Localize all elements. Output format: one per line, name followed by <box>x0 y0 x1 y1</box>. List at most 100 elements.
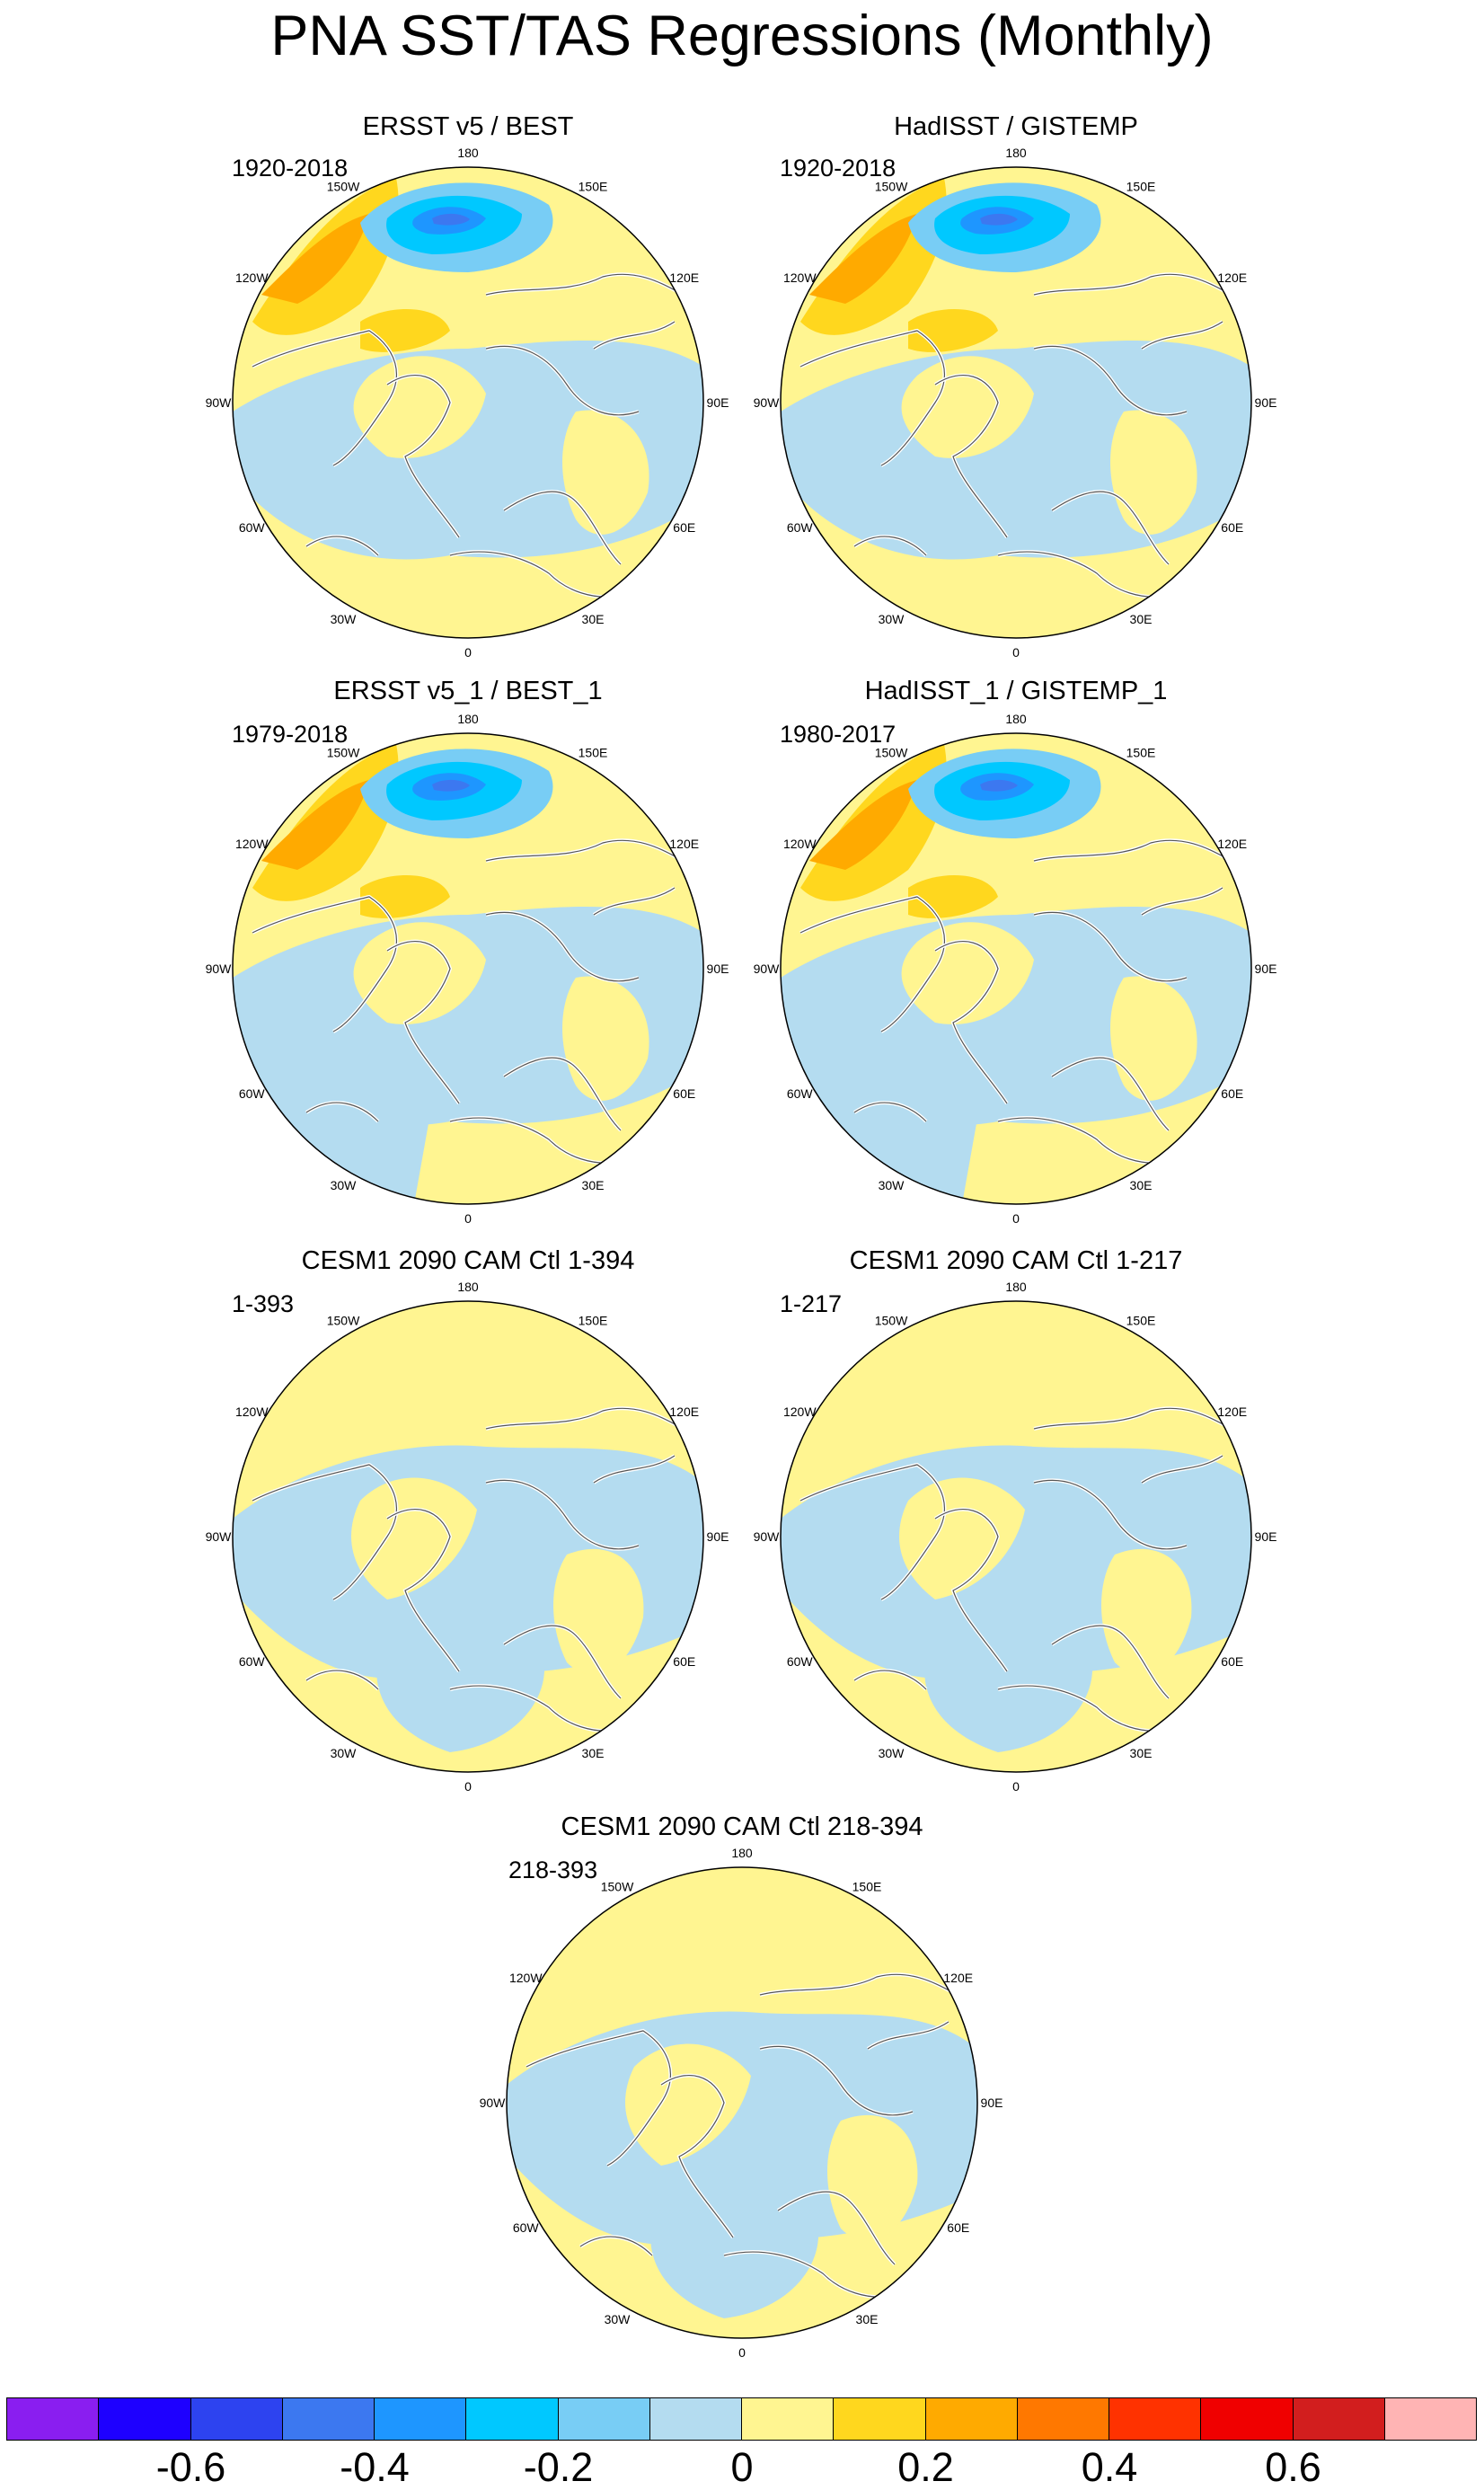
longitude-label: 60E <box>673 1086 695 1101</box>
longitude-label: 150E <box>579 179 608 193</box>
coastline <box>485 273 685 296</box>
coastline <box>1141 887 1223 916</box>
anomaly-region <box>432 213 470 226</box>
coastline <box>934 375 1008 538</box>
panel-period: 1980-2017 <box>780 721 897 748</box>
longitude-label: 120W <box>509 1971 543 1985</box>
longitude-label: 150W <box>327 179 360 193</box>
longitude-label: 120E <box>669 1405 699 1419</box>
longitude-label: 120E <box>669 837 699 851</box>
panel-title: HadISST_1 / GISTEMP_1 <box>864 677 1168 705</box>
anomaly-region <box>827 2114 918 2241</box>
panel-title: CESM1 2090 CAM Ctl 218-394 <box>561 1812 923 1841</box>
coastline <box>799 896 945 1032</box>
longitude-label: 30E <box>582 1746 605 1760</box>
anomaly-region <box>1110 410 1197 535</box>
colorbar-box <box>1383 2397 1477 2441</box>
coastline <box>252 330 397 466</box>
coastline <box>485 839 685 862</box>
longitude-label: 30W <box>879 612 905 626</box>
map-border <box>506 1866 978 2339</box>
longitude-label: 120W <box>783 1405 817 1419</box>
polar-map: 180 150E 120E 90E 60E 30E 0 30W 60W 90W 120W 150W <box>206 146 729 660</box>
longitude-label: 150W <box>875 179 908 193</box>
coastline <box>759 2045 914 2116</box>
anomaly-region <box>562 976 649 1101</box>
longitude-label: 0 <box>464 1779 472 1794</box>
longitude-label: 180 <box>1005 146 1027 160</box>
coastline <box>1033 273 1232 296</box>
longitude-label: 90W <box>206 395 233 410</box>
longitude-label: 30W <box>605 2312 632 2326</box>
coastline <box>252 1464 397 1600</box>
longitude-label: 120W <box>235 270 269 285</box>
longitude-label: 30W <box>879 1178 905 1192</box>
longitude-label: 30E <box>1130 612 1153 626</box>
longitude-label: 150E <box>1126 1313 1156 1327</box>
panel-title: CESM1 2090 CAM Ctl 1-394 <box>301 1246 635 1275</box>
longitude-label: 0 <box>464 1211 472 1226</box>
coastline <box>867 2021 950 2050</box>
anomaly-region <box>901 356 1034 458</box>
coastline <box>593 887 676 916</box>
colorbar-box <box>924 2397 1018 2441</box>
coastline <box>449 1117 622 1164</box>
map-border <box>780 166 1252 639</box>
coastline <box>1033 911 1188 982</box>
colorbar-box <box>1292 2397 1385 2441</box>
coastline <box>997 1685 1170 1732</box>
coastline <box>1033 1479 1188 1550</box>
colorbar-label: 0 <box>730 2444 754 2490</box>
panel-title: CESM1 2090 CAM Ctl 1-217 <box>849 1246 1183 1275</box>
longitude-label: 60W <box>513 2220 540 2235</box>
longitude-label: 120W <box>783 270 817 285</box>
anomaly-region <box>562 410 649 535</box>
longitude-label: 0 <box>738 2345 746 2360</box>
coastline <box>799 1464 945 1600</box>
longitude-label: 120E <box>669 270 699 285</box>
longitude-label: 60W <box>239 1086 266 1101</box>
coastline <box>449 551 622 598</box>
longitude-label: 90W <box>754 1529 781 1544</box>
coastline <box>1051 491 1170 565</box>
coastline <box>579 2236 653 2256</box>
colorbar-box <box>465 2397 559 2441</box>
polar-map: 180 150E 120E 90E 60E 30E 0 30W 60W 90W 120W 150W <box>754 1280 1277 1794</box>
coastline <box>934 941 1008 1104</box>
longitude-label: 120E <box>943 1971 973 1985</box>
longitude-label: 180 <box>731 1846 753 1860</box>
longitude-label: 150E <box>1126 745 1156 759</box>
longitude-label: 30E <box>856 2312 879 2326</box>
coastline <box>1051 1625 1170 1699</box>
panel-title: ERSST v5_1 / BEST_1 <box>333 677 603 705</box>
colorbar-box <box>1016 2397 1109 2441</box>
colorbar-box <box>649 2397 742 2441</box>
coastline <box>934 1509 1008 1672</box>
longitude-label: 60E <box>947 2220 969 2235</box>
colorbar-box <box>1200 2397 1294 2441</box>
longitude-label: 60E <box>1221 1086 1243 1101</box>
anomaly-region <box>809 780 917 870</box>
longitude-label: 150W <box>327 1313 360 1327</box>
longitude-label: 90E <box>707 961 729 976</box>
colorbar-box <box>6 2397 100 2441</box>
coastline <box>386 1509 460 1672</box>
longitude-label: 120W <box>783 837 817 851</box>
anomaly-region <box>353 356 486 458</box>
colorbar-label: -0.6 <box>155 2444 226 2490</box>
anomaly-region <box>553 1548 644 1675</box>
anomaly-region <box>1101 1548 1192 1675</box>
longitude-label: 90W <box>206 961 233 976</box>
colorbar-box <box>190 2397 283 2441</box>
anomaly-region <box>980 213 1018 226</box>
coastline <box>305 1102 379 1122</box>
colorbar-label: 0.2 <box>897 2444 954 2490</box>
longitude-label: 60E <box>1221 520 1243 535</box>
longitude-label: 0 <box>1012 1779 1020 1794</box>
colorbar-box <box>557 2397 650 2441</box>
colorbar <box>6 2397 1477 2442</box>
longitude-label: 120W <box>235 1405 269 1419</box>
coastline <box>503 491 622 565</box>
colorbar-box <box>374 2397 467 2441</box>
longitude-label: 0 <box>1012 1211 1020 1226</box>
